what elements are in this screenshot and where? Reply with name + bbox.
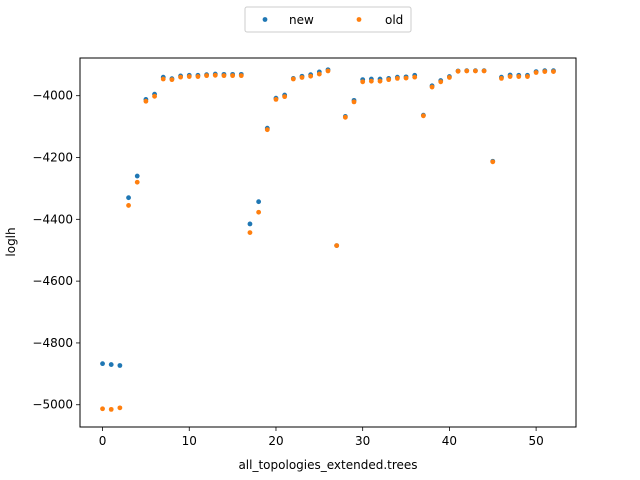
data-point-old xyxy=(360,79,366,85)
data-point-old xyxy=(108,406,114,412)
data-point-old xyxy=(542,69,548,74)
data-point-old xyxy=(186,74,192,79)
data-point-old xyxy=(238,73,244,79)
x-tick-label: 20 xyxy=(268,434,283,448)
data-point-old xyxy=(551,69,556,74)
data-point-old xyxy=(325,68,331,74)
data-point-old xyxy=(204,73,210,79)
data-point-old xyxy=(299,75,305,80)
data-point-old xyxy=(377,78,383,84)
data-point-old xyxy=(282,94,288,100)
legend: new old xyxy=(244,6,412,33)
data-point-old xyxy=(273,97,279,102)
data-point-old xyxy=(394,75,400,81)
data-point-old xyxy=(525,74,530,79)
data-point-old xyxy=(438,79,444,85)
data-point-old xyxy=(247,230,253,236)
data-point-old xyxy=(160,76,166,82)
data-point-new xyxy=(117,363,123,368)
y-tick-label: −4600 xyxy=(32,274,73,288)
y-tick-label: −4400 xyxy=(32,212,73,226)
data-point-old xyxy=(117,405,123,411)
plot-points xyxy=(100,67,556,412)
data-point-old xyxy=(499,75,504,81)
data-point-old xyxy=(507,74,513,79)
x-tick-label: 0 xyxy=(99,434,107,448)
series-new xyxy=(100,67,556,368)
data-point-new xyxy=(126,195,131,201)
data-point-old xyxy=(473,68,478,74)
legend-frame xyxy=(244,6,412,33)
data-point-old xyxy=(316,71,322,77)
data-point-old xyxy=(134,179,140,185)
y-tick-label: −4000 xyxy=(32,89,73,103)
data-point-old xyxy=(412,74,418,80)
data-point-old xyxy=(126,203,131,208)
data-point-new xyxy=(100,361,105,367)
x-tick-label: 10 xyxy=(182,434,197,448)
data-point-old xyxy=(533,70,539,75)
data-point-new xyxy=(134,173,140,179)
data-point-new xyxy=(256,199,262,205)
plot-area-frame xyxy=(79,57,577,428)
data-point-old xyxy=(152,93,157,99)
data-point-old xyxy=(308,73,314,79)
series-old xyxy=(100,68,556,412)
data-point-old xyxy=(100,406,105,412)
data-point-old xyxy=(386,77,392,83)
y-tick-label: −4800 xyxy=(32,336,73,350)
data-point-old xyxy=(429,84,435,90)
x-axis-label: all_topologies_extended.trees xyxy=(238,458,417,472)
data-point-old xyxy=(178,74,183,80)
data-point-old xyxy=(351,99,357,105)
x-axis: 0 10 20 30 40 50 xyxy=(99,427,544,448)
data-point-old xyxy=(230,73,236,79)
y-axis: −5000 −4800 −4600 −4400 −4200 −4000 xyxy=(32,89,80,412)
y-tick-label: −4200 xyxy=(32,151,73,165)
data-point-old xyxy=(334,243,340,248)
data-point-old xyxy=(290,76,296,82)
data-point-old xyxy=(169,77,175,83)
x-tick-label: 50 xyxy=(528,434,543,448)
data-point-old xyxy=(516,74,522,79)
x-tick-label: 30 xyxy=(355,434,370,448)
data-point-new xyxy=(108,362,114,367)
y-tick-label: −5000 xyxy=(32,398,73,412)
legend-marker-new xyxy=(262,17,268,22)
data-point-old xyxy=(342,114,348,120)
data-point-old xyxy=(143,98,149,104)
y-axis-label: loglh xyxy=(4,227,18,256)
data-point-old xyxy=(264,127,270,133)
data-point-old xyxy=(195,74,201,79)
data-point-old xyxy=(256,209,262,215)
data-point-old xyxy=(221,73,227,79)
data-point-old xyxy=(446,75,452,80)
data-point-old xyxy=(490,159,496,165)
data-point-old xyxy=(403,75,409,81)
data-point-old xyxy=(481,68,487,74)
data-point-old xyxy=(464,68,470,74)
legend-label-new: new xyxy=(289,13,314,27)
data-point-new xyxy=(247,221,253,227)
data-point-old xyxy=(212,72,218,78)
data-point-old xyxy=(368,78,374,84)
legend-label-old: old xyxy=(385,13,403,27)
data-point-old xyxy=(455,68,461,74)
x-tick-label: 40 xyxy=(442,434,457,448)
legend-marker-old xyxy=(356,17,362,22)
data-point-old xyxy=(420,113,426,119)
